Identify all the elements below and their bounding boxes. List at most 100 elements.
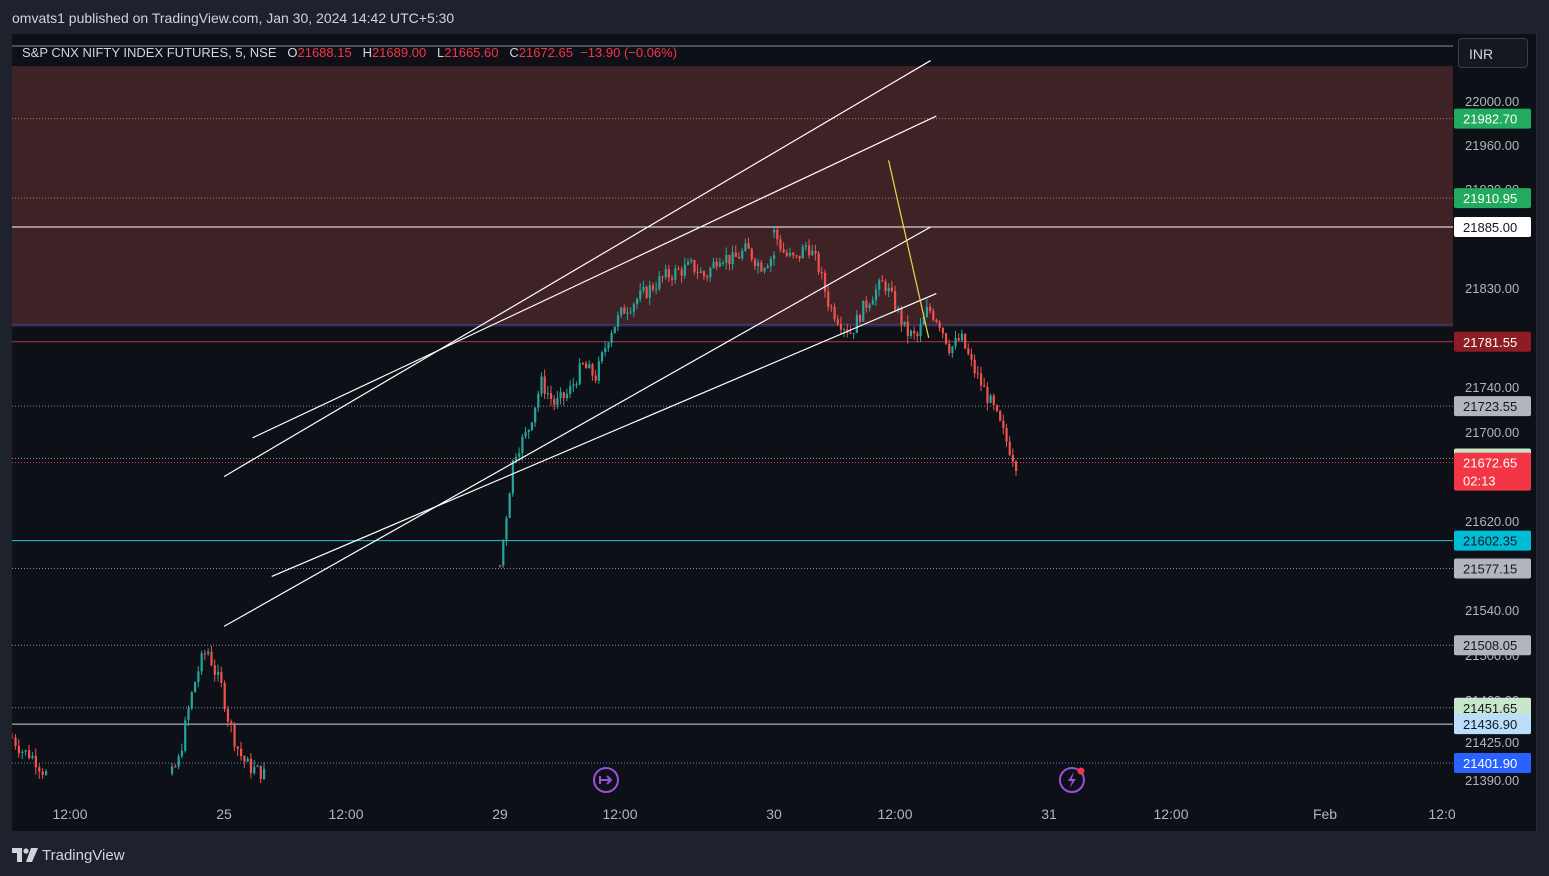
candle-body[interactable]: [690, 260, 693, 262]
candle-body[interactable]: [757, 262, 760, 267]
candle-body[interactable]: [594, 375, 597, 381]
candle-body[interactable]: [45, 771, 48, 775]
candle-body[interactable]: [174, 766, 177, 768]
price-chart[interactable]: 22000.0021960.0021920.0021830.0021740.00…: [12, 34, 1536, 831]
candle-body[interactable]: [798, 255, 801, 259]
candle-body[interactable]: [753, 259, 757, 267]
candle-body[interactable]: [817, 253, 820, 273]
candle-body[interactable]: [543, 376, 546, 394]
candle-body[interactable]: [999, 410, 1002, 421]
candle-body[interactable]: [862, 300, 865, 322]
price-label-3[interactable]: [1454, 331, 1531, 352]
candle-body[interactable]: [973, 359, 976, 374]
candle-body[interactable]: [951, 346, 954, 354]
candle-body[interactable]: [731, 252, 734, 265]
candle-body[interactable]: [881, 280, 884, 282]
candle-body[interactable]: [171, 766, 174, 774]
candle-body[interactable]: [884, 281, 887, 292]
candle-body[interactable]: [871, 300, 874, 305]
candle-body[interactable]: [903, 321, 906, 325]
candle-body[interactable]: [31, 755, 34, 759]
candle-body[interactable]: [502, 539, 505, 566]
candle-body[interactable]: [808, 245, 811, 256]
candle-body[interactable]: [874, 289, 878, 301]
candle-body[interactable]: [664, 269, 667, 278]
candle-body[interactable]: [626, 312, 629, 314]
candle-body[interactable]: [839, 324, 843, 330]
candle-body[interactable]: [686, 261, 690, 265]
candle-body[interactable]: [782, 249, 785, 253]
candle-body[interactable]: [788, 252, 792, 256]
candle-body[interactable]: [820, 272, 823, 274]
candle-body[interactable]: [989, 395, 992, 403]
candle-body[interactable]: [184, 720, 187, 751]
candle-body[interactable]: [588, 364, 591, 369]
candle-body[interactable]: [992, 395, 995, 406]
candle-body[interactable]: [518, 453, 521, 457]
price-label-7[interactable]: [1454, 530, 1531, 551]
candle-body[interactable]: [24, 750, 27, 752]
candle-body[interactable]: [190, 692, 193, 709]
candle-body[interactable]: [610, 333, 613, 343]
candle-body[interactable]: [906, 321, 909, 337]
candle-body[interactable]: [693, 260, 696, 272]
candle-body[interactable]: [737, 256, 741, 259]
candle-body[interactable]: [744, 243, 747, 251]
flash-alert-icon[interactable]: [1058, 767, 1085, 793]
candle-body[interactable]: [964, 333, 967, 349]
price-label-12[interactable]: [1454, 752, 1531, 773]
candle-body[interactable]: [180, 750, 184, 757]
candle-body[interactable]: [187, 708, 190, 721]
candle-body[interactable]: [569, 386, 572, 394]
candle-body[interactable]: [597, 361, 600, 381]
candle-body[interactable]: [919, 324, 922, 337]
candle-body[interactable]: [766, 265, 769, 268]
candle-body[interactable]: [575, 384, 578, 386]
price-label-10[interactable]: [1454, 697, 1531, 718]
candle-body[interactable]: [986, 386, 989, 403]
time-axis[interactable]: [12, 797, 1453, 831]
candle-body[interactable]: [696, 271, 699, 273]
candle-body[interactable]: [629, 311, 632, 313]
candle-body[interactable]: [511, 460, 514, 494]
candle-body[interactable]: [1008, 441, 1011, 455]
tradingview-brand[interactable]: TradingView: [12, 845, 125, 865]
candle-body[interactable]: [549, 393, 553, 399]
candle-body[interactable]: [909, 330, 913, 337]
candle-body[interactable]: [616, 315, 620, 327]
candle-body[interactable]: [556, 397, 559, 405]
candle-body[interactable]: [572, 384, 575, 387]
candle-body[interactable]: [210, 651, 213, 666]
candle-body[interactable]: [785, 252, 788, 256]
candle-body[interactable]: [197, 671, 200, 683]
candle-body[interactable]: [741, 250, 744, 259]
candle-body[interactable]: [1011, 454, 1015, 462]
candle-body[interactable]: [833, 306, 836, 320]
candle-body[interactable]: [671, 277, 674, 280]
candle-body[interactable]: [28, 750, 31, 759]
candle-body[interactable]: [954, 338, 957, 347]
price-label-0[interactable]: [1454, 108, 1531, 129]
candle-body[interactable]: [683, 264, 686, 276]
candle-body[interactable]: [534, 407, 537, 423]
candle-body[interactable]: [233, 724, 236, 747]
candle-body[interactable]: [728, 254, 731, 265]
price-label-8[interactable]: [1454, 558, 1531, 579]
candle-body[interactable]: [855, 314, 858, 333]
candle-body[interactable]: [709, 268, 712, 278]
candle-body[interactable]: [521, 436, 524, 454]
candle-body[interactable]: [578, 363, 581, 385]
candle-body[interactable]: [941, 327, 944, 334]
candle-body[interactable]: [677, 268, 680, 270]
candle-body[interactable]: [843, 329, 846, 331]
candle-body[interactable]: [249, 758, 253, 774]
candle-body[interactable]: [900, 308, 903, 325]
candle-body[interactable]: [642, 287, 645, 291]
candle-body[interactable]: [811, 251, 814, 256]
candle-body[interactable]: [922, 316, 925, 325]
candle-body[interactable]: [565, 393, 569, 399]
candle-body[interactable]: [34, 755, 37, 768]
candle-body[interactable]: [680, 269, 683, 276]
candle-body[interactable]: [925, 306, 929, 317]
candle-body[interactable]: [773, 255, 776, 259]
